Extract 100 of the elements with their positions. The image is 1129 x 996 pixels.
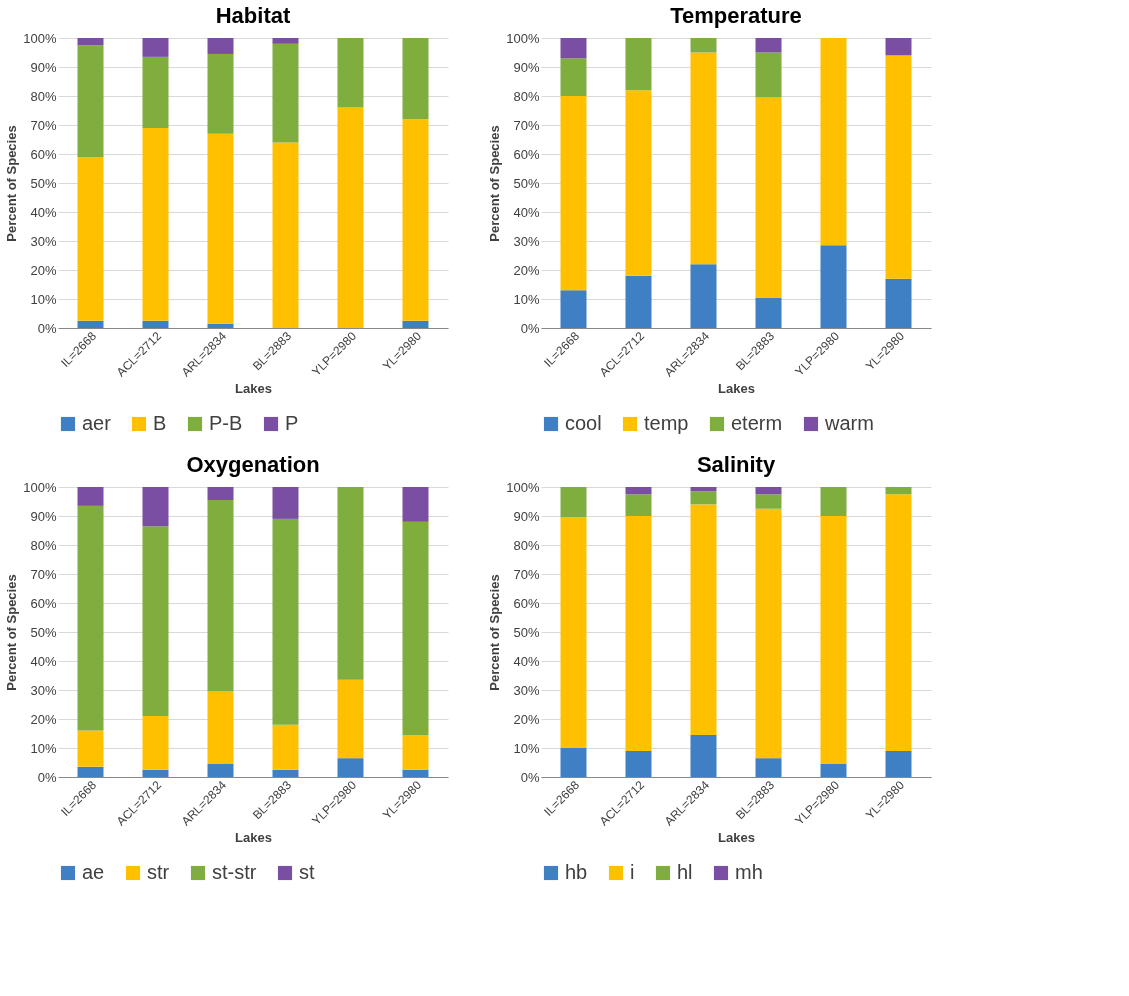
y-tick-label: 10% <box>30 291 57 307</box>
bar <box>337 758 364 777</box>
bar <box>690 264 717 328</box>
bar <box>142 127 169 321</box>
bar <box>272 518 299 725</box>
bar <box>142 769 169 777</box>
y-tick-label: 10% <box>513 740 540 756</box>
y-tick-label: 90% <box>30 59 57 75</box>
legend-label: warm <box>824 412 874 434</box>
bar <box>820 38 847 246</box>
bar <box>77 505 104 731</box>
bar <box>690 734 717 777</box>
y-tick-label: 40% <box>30 653 57 669</box>
bar <box>625 750 652 777</box>
legend-label: P <box>285 412 299 434</box>
bar <box>77 38 104 46</box>
bar <box>77 730 104 767</box>
legend-label: B <box>153 412 167 434</box>
bar <box>885 750 912 777</box>
bar <box>690 491 717 505</box>
bar <box>402 119 429 321</box>
chart-title: Habitat <box>215 3 291 28</box>
legend-label: ae <box>82 861 105 883</box>
bar <box>885 487 912 495</box>
bar <box>560 58 587 96</box>
bar <box>820 487 847 516</box>
legend-label: st <box>299 861 315 883</box>
bar <box>207 487 234 501</box>
bar <box>272 43 299 143</box>
bar <box>402 487 429 522</box>
bar <box>625 38 652 91</box>
bar <box>207 763 234 777</box>
bar <box>77 45 104 157</box>
legend-label: cool <box>565 412 602 434</box>
bar <box>820 245 847 328</box>
y-tick-label: 50% <box>513 624 540 640</box>
y-tick-label: 70% <box>30 117 57 133</box>
x-axis-title: Lakes <box>235 829 272 845</box>
bar <box>755 38 782 53</box>
bar <box>142 320 169 328</box>
bar <box>77 487 104 506</box>
bar <box>337 487 364 680</box>
bar <box>625 487 652 495</box>
bar <box>625 275 652 328</box>
legend-label: st-str <box>212 861 257 883</box>
bar <box>402 734 429 770</box>
bar <box>337 679 364 759</box>
bar <box>755 97 782 298</box>
chart-title: Temperature <box>670 3 802 28</box>
bar <box>77 766 104 777</box>
y-tick-label: 30% <box>30 682 57 698</box>
y-tick-label: 70% <box>513 117 540 133</box>
bar <box>560 96 587 291</box>
bar <box>272 38 299 44</box>
legend-label: hl <box>677 861 693 883</box>
bar <box>402 769 429 777</box>
bar <box>337 107 364 328</box>
legend-label: mh <box>735 861 763 883</box>
legend-label: str <box>147 861 170 883</box>
y-tick-label: 30% <box>513 682 540 698</box>
y-axis-title: Percent of Species <box>4 574 20 691</box>
y-tick-label: 0% <box>37 320 57 336</box>
y-tick-label: 100% <box>506 479 540 495</box>
bar <box>560 38 587 59</box>
bar <box>755 494 782 509</box>
y-tick-label: 90% <box>513 59 540 75</box>
bar <box>885 494 912 751</box>
bar <box>625 494 652 516</box>
y-tick-label: 80% <box>30 537 57 553</box>
y-tick-label: 20% <box>30 711 57 727</box>
bar <box>625 516 652 751</box>
bar <box>690 487 717 492</box>
bar <box>142 487 169 527</box>
bar <box>207 323 234 328</box>
chart-title: Oxygenation <box>186 452 320 477</box>
bar <box>207 691 234 764</box>
bar <box>207 38 234 54</box>
y-tick-label: 100% <box>506 30 540 46</box>
chart-title: Salinity <box>696 452 776 477</box>
y-tick-label: 50% <box>513 175 540 191</box>
y-tick-label: 20% <box>513 262 540 278</box>
y-tick-label: 0% <box>37 769 57 785</box>
y-tick-label: 80% <box>513 537 540 553</box>
y-tick-label: 60% <box>30 595 57 611</box>
bar <box>755 487 782 495</box>
y-tick-label: 20% <box>30 262 57 278</box>
y-tick-label: 0% <box>520 769 540 785</box>
y-axis-title: Percent of Species <box>487 125 503 242</box>
y-tick-label: 90% <box>30 508 57 524</box>
bar <box>885 38 912 56</box>
y-tick-label: 90% <box>513 508 540 524</box>
bar <box>755 758 782 777</box>
y-tick-label: 30% <box>513 233 540 249</box>
bar <box>142 56 169 128</box>
bar <box>885 278 912 328</box>
y-axis-title: Percent of Species <box>487 574 503 691</box>
bar <box>272 142 299 328</box>
y-axis-title: Percent of Species <box>4 125 20 242</box>
bar <box>272 769 299 777</box>
bar <box>560 487 587 518</box>
